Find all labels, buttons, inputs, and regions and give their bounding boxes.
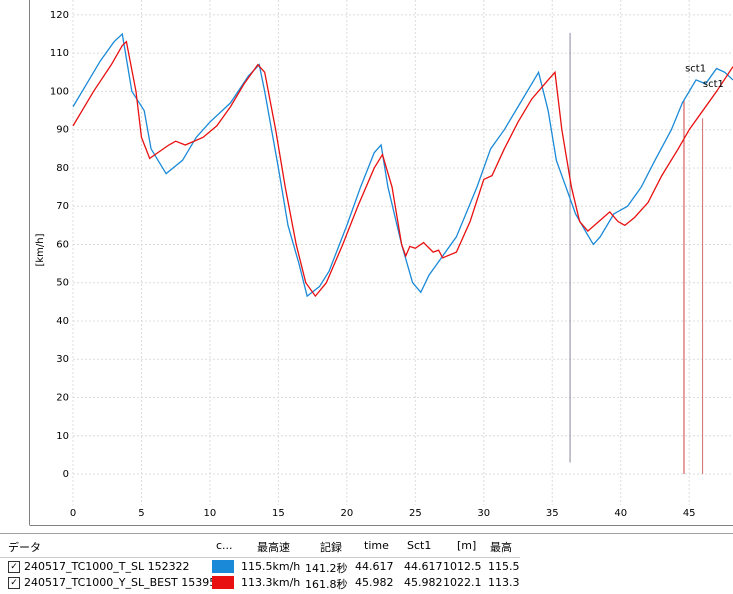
y-tick-label: 110 — [50, 48, 69, 59]
column-header: [m] — [457, 539, 477, 552]
table-cell: 115.5km/h — [241, 560, 301, 573]
column-header: 最高 — [490, 541, 512, 554]
x-tick-label: 35 — [546, 508, 559, 519]
column-header: 最高速 — [257, 541, 290, 554]
series-line — [72, 32, 733, 298]
series-name: 240517_TC1000_T_SL 152322 — [24, 560, 190, 573]
y-tick-label: 120 — [50, 10, 69, 21]
series-name: 240517_TC1000_Y_SL_BEST 153951 — [24, 576, 224, 589]
column-header: データ — [8, 541, 41, 554]
table-cell: 113.3km/h — [241, 576, 301, 589]
y-tick-label: 10 — [56, 431, 69, 442]
y-tick-label: 90 — [56, 125, 69, 136]
table-cell: 115.5 — [488, 560, 520, 573]
checkbox[interactable]: ✓ — [8, 561, 20, 573]
checkbox[interactable]: ✓ — [8, 577, 20, 589]
x-tick-label: 20 — [340, 508, 353, 519]
table-cell: 1022.1 — [443, 576, 482, 589]
x-tick-label: 30 — [477, 508, 490, 519]
annotation: sct1 — [685, 63, 706, 74]
chart-background — [0, 0, 733, 533]
x-tick-label: 45 — [683, 508, 696, 519]
x-tick-label: 10 — [204, 508, 217, 519]
y-tick-label: 0 — [63, 469, 69, 480]
column-header: time — [364, 539, 389, 552]
y-tick-label: 30 — [56, 354, 69, 365]
table-cell: 45.982 — [404, 576, 443, 589]
y-tick-label: 60 — [56, 239, 69, 250]
x-tick-label: 25 — [409, 508, 422, 519]
y-tick-label: 50 — [56, 278, 69, 289]
color-swatch — [212, 560, 234, 573]
table-cell: 44.617 — [355, 560, 394, 573]
column-header: Sct1 — [407, 539, 432, 552]
x-tick-label: 15 — [272, 508, 285, 519]
annotation: sct1 — [703, 79, 724, 90]
table-cell: 161.8秒 — [305, 578, 348, 591]
x-tick-label: 0 — [70, 508, 76, 519]
y-tick-label: 100 — [50, 86, 69, 97]
table-cell: 141.2秒 — [305, 562, 348, 575]
table-cell: 45.982 — [355, 576, 394, 589]
x-tick-label: 40 — [614, 508, 627, 519]
y-tick-label: 20 — [56, 392, 69, 403]
table-cell: 113.3 — [488, 576, 520, 589]
series-line — [72, 40, 733, 298]
y-tick-label: 40 — [56, 316, 69, 327]
y-tick-label: 80 — [56, 163, 69, 174]
x-tick-label: 5 — [138, 508, 144, 519]
color-swatch — [212, 576, 234, 589]
chart: [km/h] 0 10 20 30 40 50 60 70 80 90 100 110 120 0 5 10 1… — [0, 0, 733, 533]
data-table: データ c... 最高速 記録 time Sct1 [m] 最高 ✓ 240517_TC1000_… — [0, 533, 733, 594]
table-cell: 1012.5 — [443, 560, 482, 573]
column-header: 記録 — [320, 541, 342, 554]
table-cell: 44.617 — [404, 560, 443, 573]
y-tick-label: 70 — [56, 201, 69, 212]
column-header: c... — [216, 539, 233, 552]
y-axis-label: [km/h] — [35, 233, 46, 266]
header-separator — [0, 557, 520, 558]
